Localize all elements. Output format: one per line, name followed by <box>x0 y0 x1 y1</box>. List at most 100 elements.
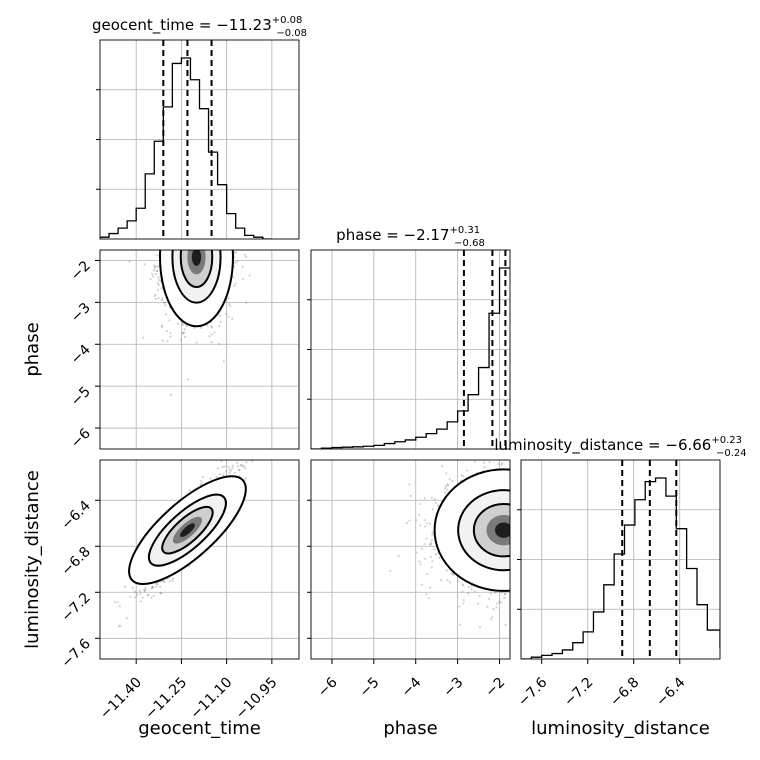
scatter-point <box>245 255 248 258</box>
scatter-point <box>430 566 433 569</box>
scatter-point <box>457 579 460 582</box>
x-tick-label: −11.10 <box>188 675 236 723</box>
scatter-point <box>157 296 160 299</box>
scatter-point <box>155 269 158 273</box>
scatter-point <box>255 453 257 455</box>
scatter-point <box>433 498 436 501</box>
scatter-point <box>496 602 499 605</box>
scatter-point <box>229 304 232 307</box>
scatter-point <box>426 573 429 576</box>
y-tick-label: −2 <box>68 258 94 284</box>
scatter-point <box>154 273 158 276</box>
scatter-point <box>467 592 470 595</box>
scatter-point <box>171 579 174 582</box>
scatter-point <box>181 332 185 335</box>
scatter-point <box>217 342 221 346</box>
scatter-point <box>470 588 473 591</box>
scatter-point <box>431 508 434 511</box>
scatter-point <box>423 557 427 560</box>
scatter-point <box>160 325 163 329</box>
scatter-point <box>228 471 231 474</box>
x-tick-label: −10.95 <box>233 675 281 723</box>
scatter-point <box>182 331 186 334</box>
scatter-point <box>495 606 498 609</box>
scatter-point <box>408 483 411 486</box>
scatter-point <box>441 465 444 468</box>
scatter-point <box>233 284 236 287</box>
scatter-panel-geocent_time-luminosity_distance <box>99 453 300 660</box>
scatter-point <box>489 618 492 621</box>
scatter-point <box>420 583 423 586</box>
scatter-point <box>397 554 400 558</box>
scatter-point <box>185 325 188 328</box>
scatter-point <box>418 513 421 516</box>
scatter-point <box>159 592 162 595</box>
scatter-point <box>158 585 162 588</box>
scatter-point <box>419 502 422 506</box>
scatter-point <box>164 301 167 304</box>
scatter-point <box>438 556 441 559</box>
scatter-point <box>154 293 157 296</box>
scatter-point <box>504 623 507 626</box>
scatter-point <box>172 577 175 580</box>
scatter-point <box>147 593 150 596</box>
scatter-point <box>233 453 235 455</box>
scatter-point <box>149 278 152 281</box>
scatter-point <box>150 586 153 590</box>
hist-panel-phase <box>307 249 511 450</box>
x-tick-label: −7.2 <box>561 675 596 710</box>
scatter-point <box>159 592 163 595</box>
scatter-point <box>465 469 469 472</box>
scatter-point <box>227 303 231 306</box>
scatter-point <box>446 483 449 486</box>
scatter-point <box>233 251 236 254</box>
scatter-point <box>486 605 489 609</box>
scatter-point <box>462 599 466 602</box>
scatter-point <box>492 607 495 611</box>
scatter-point <box>133 596 136 599</box>
scatter-point <box>424 525 427 528</box>
scatter-point <box>426 522 429 525</box>
hist-step-luminosity_distance <box>521 477 720 659</box>
scatter-point <box>160 299 163 302</box>
scatter-point <box>195 341 198 344</box>
scatter-point <box>200 482 203 485</box>
x-tick-label: −6 <box>315 674 341 700</box>
scatter-point <box>199 326 203 329</box>
scatter-point <box>161 339 164 342</box>
scatter-point <box>458 605 461 608</box>
scatter-point <box>153 266 156 269</box>
scatter-point <box>227 465 230 468</box>
scatter-point <box>451 479 454 483</box>
hist-panel-luminosity_distance <box>517 459 721 660</box>
scatter-point <box>156 254 159 257</box>
scatter-point <box>245 301 248 304</box>
scatter-point <box>154 265 157 268</box>
scatter-point <box>117 625 121 628</box>
scatter-point <box>450 572 453 575</box>
y-tick-label: −7.2 <box>58 590 93 625</box>
scatter-point <box>116 601 119 604</box>
y-axis-label-luminosity_distance: luminosity_distance <box>22 470 43 649</box>
scatter-point <box>415 519 418 522</box>
x-tick-label: −6.4 <box>653 674 688 709</box>
scatter-point <box>119 625 122 628</box>
scatter-point <box>169 335 172 338</box>
scatter-point <box>491 616 494 619</box>
scatter-point <box>129 595 132 598</box>
scatter-point <box>489 592 493 595</box>
scatter-point <box>419 524 422 527</box>
scatter-point <box>470 585 473 588</box>
scatter-point <box>467 585 470 589</box>
scatter-point <box>503 593 507 596</box>
scatter-point <box>425 537 428 540</box>
scatter-point <box>188 564 191 568</box>
scatter-point <box>151 272 154 276</box>
scatter-point <box>478 626 482 629</box>
scatter-point <box>128 260 131 263</box>
scatter-point <box>462 602 465 605</box>
scatter-point <box>409 494 412 497</box>
scatter-point <box>245 461 248 464</box>
scatter-point <box>164 304 167 307</box>
